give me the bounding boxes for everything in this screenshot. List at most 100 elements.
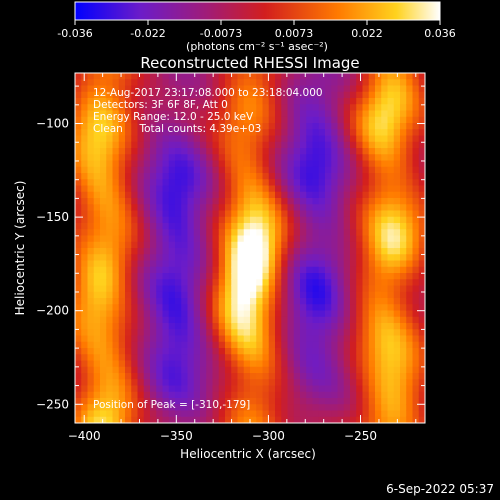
heatmap-cell — [150, 379, 157, 387]
heatmap-cell — [343, 191, 351, 199]
heatmap-cell — [93, 385, 101, 393]
heatmap-cell — [168, 123, 176, 130]
heatmap-cell — [218, 223, 226, 230]
heatmap-cell — [143, 316, 151, 324]
heatmap-cell — [156, 91, 164, 99]
heatmap-cell — [187, 148, 195, 155]
heatmap-cell — [225, 241, 232, 249]
heatmap-cell — [268, 223, 276, 230]
heatmap-cell — [300, 254, 307, 262]
heatmap-cell — [100, 404, 107, 412]
heatmap-cell — [375, 360, 382, 368]
heatmap-cell — [362, 298, 370, 305]
heatmap-cell — [312, 73, 320, 80]
heatmap-cell — [287, 354, 295, 362]
heatmap-cell — [87, 185, 95, 193]
heatmap-cell — [312, 279, 320, 287]
heatmap-cell — [231, 229, 239, 237]
heatmap-cell — [250, 323, 257, 330]
heatmap-cell — [175, 104, 182, 112]
heatmap-cell — [181, 223, 189, 230]
heatmap-cell — [237, 141, 245, 149]
heatmap-cell — [368, 416, 376, 423]
heatmap-cell — [268, 173, 276, 180]
heatmap-cell — [287, 173, 295, 180]
heatmap-cell — [356, 229, 364, 237]
heatmap-cell — [356, 391, 364, 399]
heatmap-cell — [112, 123, 120, 130]
heatmap-cell — [406, 123, 414, 130]
heatmap-cell — [112, 341, 120, 349]
heatmap-cell — [243, 379, 251, 387]
heatmap-cell — [231, 154, 239, 162]
heatmap-cell — [362, 348, 370, 355]
chart-title: Reconstructed RHESSI Image — [140, 54, 359, 72]
heatmap-cell — [100, 391, 107, 399]
heatmap-cell — [212, 198, 220, 205]
heatmap-cell — [106, 154, 114, 162]
heatmap-cell — [143, 329, 151, 337]
heatmap-cell — [168, 79, 176, 87]
heatmap-cell — [225, 110, 232, 118]
heatmap-cell — [175, 179, 182, 187]
heatmap-cell — [262, 354, 270, 362]
heatmap-cell — [406, 198, 414, 205]
heatmap-cell — [343, 373, 351, 380]
heatmap-cell — [218, 385, 226, 393]
heatmap-cell — [281, 285, 289, 293]
heatmap-cell — [406, 323, 414, 330]
heatmap-cell — [131, 404, 139, 412]
heatmap-cell — [93, 166, 101, 174]
heatmap-cell — [368, 191, 376, 199]
heatmap-cell — [131, 235, 139, 243]
heatmap-cell — [343, 298, 351, 305]
heatmap-cell — [412, 235, 420, 243]
heatmap-cell — [93, 398, 101, 405]
heatmap-cell — [275, 341, 282, 349]
heatmap-cell — [281, 341, 289, 349]
heatmap-cell — [118, 223, 126, 230]
heatmap-cell — [275, 191, 282, 199]
heatmap-cell — [287, 210, 295, 218]
heatmap-cell — [200, 91, 207, 99]
heatmap-cell — [225, 404, 232, 412]
heatmap-cell — [237, 273, 245, 280]
heatmap-cell — [262, 98, 270, 105]
heatmap-cell — [400, 410, 407, 418]
heatmap-cell — [362, 216, 370, 224]
heatmap-cell — [193, 298, 201, 305]
heatmap-cell — [237, 73, 245, 80]
heatmap-cell — [193, 316, 201, 324]
heatmap-cell — [225, 91, 232, 99]
heatmap-cell — [150, 91, 157, 99]
heatmap-cell — [293, 91, 301, 99]
heatmap-cell — [106, 310, 114, 318]
heatmap-cell — [250, 235, 257, 243]
heatmap-cell — [362, 135, 370, 143]
heatmap-cell — [418, 123, 425, 130]
heatmap-cell — [118, 323, 126, 330]
heatmap-cell — [137, 104, 145, 112]
heatmap-cell — [162, 223, 170, 230]
heatmap-cell — [187, 379, 195, 387]
heatmap-cell — [218, 291, 226, 299]
heatmap-cell — [387, 273, 395, 280]
heatmap-cell — [350, 198, 357, 205]
heatmap-cell — [418, 348, 425, 355]
heatmap-cell — [87, 166, 95, 174]
heatmap-cell — [93, 148, 101, 155]
heatmap-cell — [281, 179, 289, 187]
heatmap-cell — [375, 148, 382, 155]
heatmap-cell — [343, 379, 351, 387]
heatmap-cell — [262, 304, 270, 312]
heatmap-cell — [400, 266, 407, 274]
heatmap-cell — [262, 254, 270, 262]
heatmap-cell — [331, 148, 339, 155]
heatmap-cell — [100, 198, 107, 205]
heatmap-cell — [162, 248, 170, 255]
heatmap-cell — [300, 135, 307, 143]
heatmap-cell — [281, 398, 289, 405]
heatmap-cell — [250, 191, 257, 199]
heatmap-cell — [293, 173, 301, 180]
heatmap-cell — [393, 266, 401, 274]
